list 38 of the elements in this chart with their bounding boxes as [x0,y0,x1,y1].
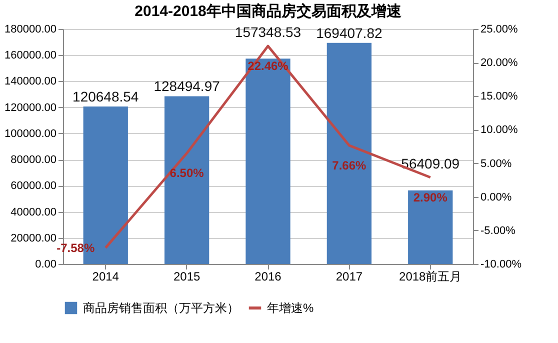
bar [246,58,290,264]
x-tick-label: 2014 [92,270,120,284]
y2-tick-label: 20.00% [480,57,518,70]
y-tick-label: 20000.00 [10,232,56,244]
y-tick-label: 40000.00 [10,206,56,218]
data-label: 157348.53 [234,24,302,40]
x-tick-label: 2015 [173,270,200,284]
y-tick-label: 120000.00 [4,102,56,114]
x-tick-label: 2018前五月 [399,270,462,284]
legend-label: 商品房销售面积（万平方米） [83,301,239,315]
y-tick-label: 100000.00 [4,128,56,140]
y2-tick-label: -10.00% [480,258,522,270]
bar [164,96,210,264]
x-tick-label: 2017 [336,270,363,284]
data-label: 2.90% [413,190,448,204]
bar [326,42,372,264]
data-label: 169407.82 [316,24,382,41]
y2-tick-label: 25.00% [480,24,518,36]
y-tick-label: 80000.00 [10,154,56,166]
chart-title: 2014-2018年中国商品房交易面积及增速 [134,2,402,20]
y2-tick-label: 5.00% [480,158,512,170]
data-label: 6.50% [170,166,204,180]
bar [408,190,453,264]
y2-tick-label: -5.00% [480,224,516,237]
y-tick-label: 0.00 [35,258,56,270]
data-label: 7.66% [332,158,367,172]
data-label: 56409.09 [401,155,460,172]
y-tick-label: 160000.00 [4,50,56,62]
y-tick-label: 60000.00 [10,180,56,192]
y2-tick-label: 10.00% [480,124,518,136]
legend-label: 年增速% [267,301,314,315]
data-label: 128494.97 [154,78,220,94]
data-label: 120648.54 [72,88,139,104]
y-tick-label: 140000.00 [4,76,56,88]
y-tick-label: 180000.00 [4,24,56,36]
x-tick-label: 2016 [254,270,282,284]
y2-tick-label: 15.00% [480,90,518,103]
y2-tick-label: 0.00% [480,191,512,204]
